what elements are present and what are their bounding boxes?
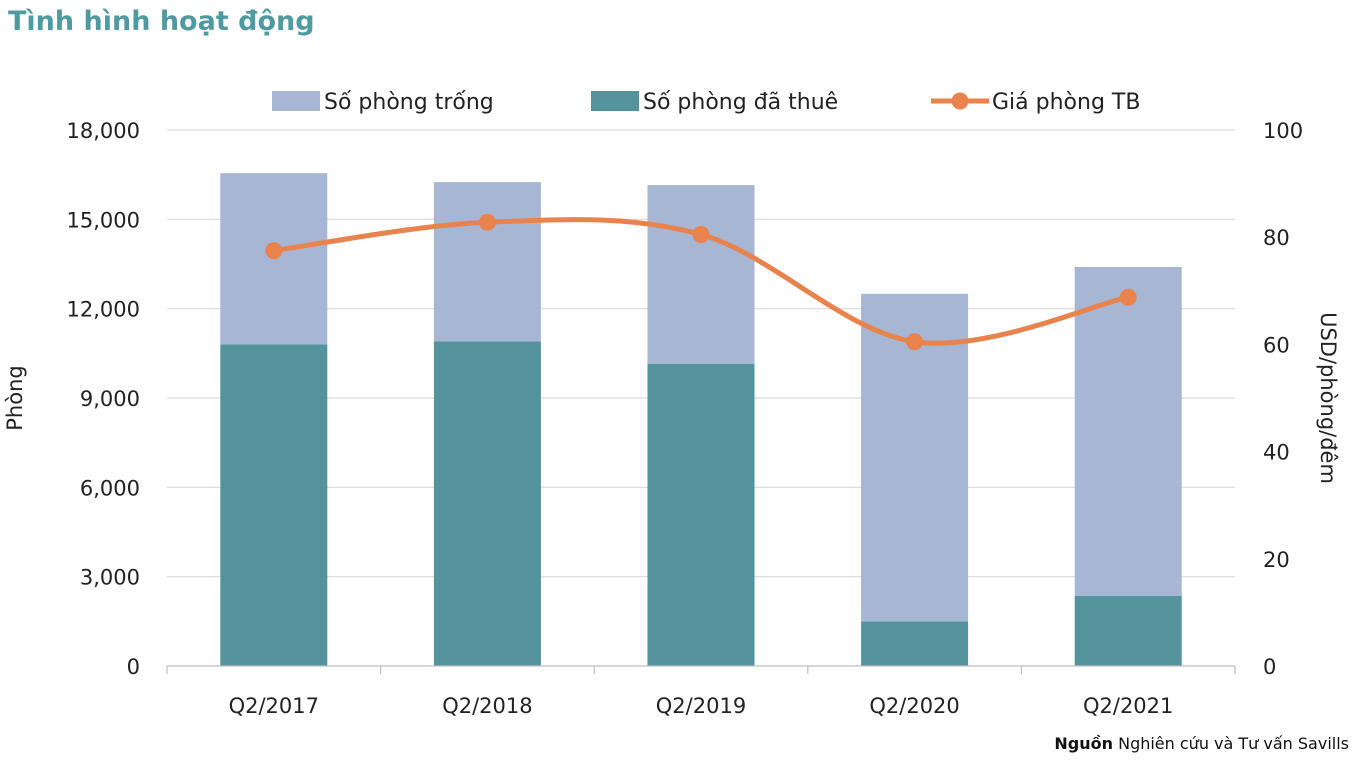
y2-tick-label: 20 xyxy=(1263,548,1290,572)
x-tick-label: Q2/2018 xyxy=(442,694,532,718)
y2-axis-title: USD/phòng/đêm xyxy=(1316,312,1340,484)
bar-occupied xyxy=(1074,596,1182,666)
y2-tick-label: 80 xyxy=(1263,226,1290,250)
bar-vacant xyxy=(433,182,541,342)
axes: 0 3,000 6,000 9,000 12,000 15,000 18,000 0 20 40 6… xyxy=(3,119,1340,718)
legend-label-price: Giá phòng TB xyxy=(992,90,1140,115)
y-tick-label: 12,000 xyxy=(67,298,140,322)
price-point xyxy=(478,213,496,231)
y-axis-title: Phòng xyxy=(3,365,27,430)
bars xyxy=(220,173,1182,666)
page-title: Tình hình hoạt động xyxy=(8,6,315,37)
x-tick-label: Q2/2019 xyxy=(656,694,746,718)
legend: Số phòng trống Số phòng đã thuê Giá phòng … xyxy=(272,90,1140,115)
y-tick-label: 6,000 xyxy=(80,476,140,500)
y-tick-label: 18,000 xyxy=(67,119,140,143)
y-tick-label: 15,000 xyxy=(67,208,140,232)
source-note: Nguồn Nghiên cứu và Tư vấn Savills xyxy=(1054,734,1349,753)
bar-occupied xyxy=(220,344,328,666)
y2-tick-label: 0 xyxy=(1263,655,1276,679)
x-tick-label: Q2/2020 xyxy=(869,694,959,718)
source-text: Nghiên cứu và Tư vấn Savills xyxy=(1118,734,1349,753)
y2-tick-label: 60 xyxy=(1263,333,1290,357)
bar-occupied xyxy=(647,363,755,666)
legend-swatch-vacant xyxy=(272,91,320,111)
y-tick-label: 0 xyxy=(127,655,140,679)
legend-label-vacant: Số phòng trống xyxy=(324,90,494,115)
price-point xyxy=(692,226,710,244)
bar-occupied xyxy=(861,621,969,666)
legend-label-occupied: Số phòng đã thuê xyxy=(643,90,838,115)
y2-tick-label: 40 xyxy=(1263,441,1290,465)
price-point xyxy=(1119,288,1137,306)
y2-tick-label: 100 xyxy=(1263,119,1303,143)
x-tick-label: Q2/2021 xyxy=(1083,694,1173,718)
source-label: Nguồn xyxy=(1054,734,1113,753)
bar-vacant xyxy=(1074,266,1182,597)
y-tick-label: 3,000 xyxy=(80,566,140,590)
bar-vacant xyxy=(647,185,755,364)
legend-marker-price xyxy=(951,92,969,110)
price-point xyxy=(906,333,924,351)
bar-occupied xyxy=(433,341,541,666)
legend-swatch-occupied xyxy=(591,91,639,111)
x-tick-label: Q2/2017 xyxy=(229,694,319,718)
price-point xyxy=(265,242,283,260)
y-tick-label: 9,000 xyxy=(80,387,140,411)
price-line xyxy=(265,213,1137,351)
